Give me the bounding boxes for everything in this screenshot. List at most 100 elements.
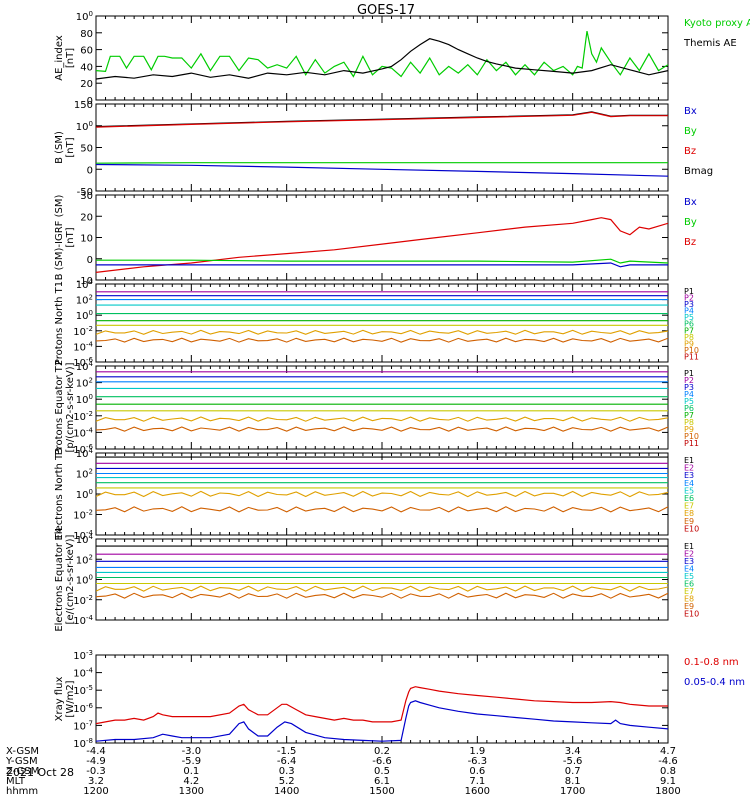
series-line-bx: [96, 163, 668, 177]
y-tick-label: 10-7: [73, 719, 93, 732]
legend-entry: E5: [684, 486, 694, 495]
legend-entry: E6: [684, 580, 694, 589]
y-tick-label: 100: [76, 574, 93, 587]
panel-plot-area: [96, 291, 668, 343]
x-axis-value: 0.8: [660, 766, 676, 777]
panel-plot-area: [96, 545, 668, 599]
y-tick-label: 10-4: [73, 614, 93, 627]
panel-plot-area: [96, 371, 668, 432]
y-tick-label: 10-4: [73, 426, 93, 439]
channel-line-8: [96, 585, 668, 592]
legend-entry: E7: [684, 587, 694, 596]
y-tick-label: 10-4: [73, 340, 93, 353]
y-axis-label: Electrons Equator T4: [54, 527, 65, 631]
legend-entry: Bx: [684, 197, 697, 208]
legend-entry: P3: [684, 383, 694, 392]
legend-entry: P3: [684, 300, 694, 309]
x-axis-value: 6.1: [374, 776, 390, 787]
x-axis-row-label: Z-GSM: [6, 766, 39, 777]
y-axis-label: B (SM): [54, 131, 65, 164]
legend-entry: P2: [684, 376, 694, 385]
y-tick-label: 20: [80, 212, 93, 223]
y-tick-label: 10-6: [73, 702, 93, 715]
legend-entry: P8: [684, 333, 694, 342]
y-tick-label: 100: [76, 10, 93, 23]
y-tick-label: 100: [76, 488, 93, 501]
legend-entry: E10: [684, 610, 699, 619]
legend-entry: Bx: [684, 106, 697, 117]
y-tick-label: -10: [77, 276, 93, 287]
y-tick-label: 100: [76, 309, 93, 322]
legend-entry: Themis AE: [683, 38, 737, 49]
y-tick-label: 60: [80, 46, 93, 57]
y-tick-label: 80: [80, 29, 93, 40]
x-axis-value: -4.6: [658, 756, 678, 767]
y-tick-label: 10-2: [73, 594, 93, 607]
legend-entry: P11: [684, 352, 699, 361]
channel-line-8: [96, 490, 668, 498]
y-tick-label: 150: [74, 100, 93, 111]
y-tick-label: 20: [80, 79, 93, 90]
y-tick-label: 104: [76, 533, 94, 546]
legend-entry: P7: [684, 326, 694, 335]
figure-title: GOES-17: [357, 3, 415, 18]
panel-bsm: -50 0 50 100 150 B (SM) [nT] Bx By Bz Bmag: [54, 100, 713, 198]
legend-entry: P11: [684, 439, 699, 448]
legend-entry: P8: [684, 418, 694, 427]
y-axis-label: B (SM)-IGRF (SM): [54, 195, 65, 281]
legend-entry: By: [684, 217, 697, 228]
y-tick-label: 10-2: [73, 410, 93, 423]
y-tick-label: 10-3: [73, 649, 93, 662]
y-tick-label: -50: [77, 187, 93, 198]
series-line-by: [96, 258, 668, 264]
panel-frame: [95, 194, 669, 281]
y-tick-label: 104: [76, 360, 94, 373]
series-line-0-1-0-8-nm: [96, 686, 668, 725]
legend-entry: Bz: [684, 237, 696, 248]
x-axis-value: 1800: [655, 786, 680, 797]
x-axis-value: 3.2: [88, 776, 104, 787]
legend-entry: 0.05-0.4 nm: [684, 677, 745, 688]
legend-entry: Kyoto proxy AE: [684, 18, 750, 29]
y-tick-label: 104: [76, 278, 94, 291]
panel-plot-area: [96, 111, 668, 177]
y-tick-label: 0: [87, 96, 93, 107]
x-axis-value: -5.9: [182, 756, 202, 767]
x-axis-value: -4.4: [86, 746, 106, 757]
channel-line-8: [96, 329, 668, 335]
x-axis-value: 0.1: [183, 766, 199, 777]
y-axis-label: Protons North T1: [54, 281, 65, 365]
y-tick-label: 10-2: [73, 509, 93, 522]
y-tick-label: 102: [76, 468, 93, 481]
legend-entry: P6: [684, 320, 694, 329]
y-tick-label: 100: [76, 393, 93, 406]
x-axis-value: 1300: [179, 786, 204, 797]
legend-entry: E8: [684, 509, 694, 518]
panel-frame: [95, 654, 669, 744]
legend-entry: P5: [684, 313, 694, 322]
x-axis-value: -6.6: [372, 756, 392, 767]
x-axis-value: 1200: [83, 786, 108, 797]
legend-entry: P6: [684, 404, 694, 413]
y-tick-label: 10-5: [73, 684, 93, 697]
legend-entry: P7: [684, 411, 694, 420]
y-axis-units: [e/(cm2-s-sr-keV)]: [65, 534, 76, 624]
legend-entry: E4: [684, 565, 694, 574]
x-axis-value: -1.5: [277, 746, 297, 757]
y-tick-label: 40: [80, 62, 93, 73]
legend-entry: E3: [684, 471, 694, 480]
legend-entry: E1: [684, 456, 694, 465]
y-axis-units: [nT]: [65, 48, 76, 68]
x-axis-value: 4.7: [660, 746, 676, 757]
legend-entry: P4: [684, 307, 694, 316]
channel-line-8: [96, 416, 668, 422]
x-axis-value: 1.9: [469, 746, 485, 757]
channel-line-9: [96, 426, 668, 432]
y-tick-label: 102: [76, 377, 93, 390]
y-axis-label: Electrons North T3: [54, 447, 65, 540]
